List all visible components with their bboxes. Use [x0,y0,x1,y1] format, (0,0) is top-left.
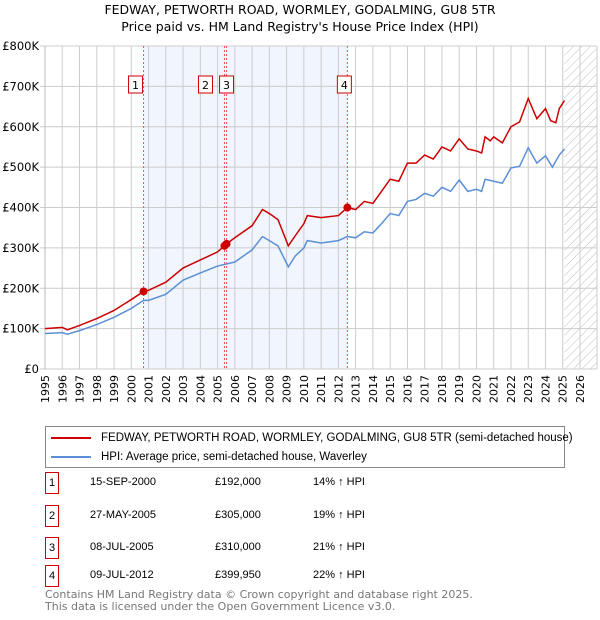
transaction-hpi-diff: 19% ↑ HPI [313,509,365,521]
x-tick-label: 2025 [557,375,570,403]
x-tick-label: 2020 [470,375,483,403]
transaction-date: 27-MAY-2005 [90,509,157,521]
x-tick-label: 2016 [401,375,414,403]
y-tick-label: £500K [2,160,39,174]
x-tick-label: 1996 [56,375,69,403]
sale-label-box [128,75,144,94]
transaction-date: 09-JUL-2012 [90,569,154,581]
chart-title: FEDWAY, PETWORTH ROAD, WORMLEY, GODALMIN… [104,2,496,17]
y-tick-label: £300K [2,241,39,255]
x-tick-label: 1999 [108,375,121,403]
sale-label-box [219,75,235,94]
x-tick-label: 2013 [350,375,363,403]
x-tick-label: 2001 [143,375,156,403]
x-tick-label: 2017 [419,375,432,403]
property-price-line [44,96,566,331]
x-tick-label: 2007 [246,375,259,403]
x-tick-label: 2008 [263,375,276,403]
x-tick-label: 2009 [281,375,294,403]
sale-point [139,287,148,296]
y-tick-label: £800K [2,39,39,53]
y-tick-label: £0 [24,362,39,376]
footer-licence: This data is licensed under the Open Gov… [45,600,396,613]
x-tick-label: 2024 [539,375,552,403]
y-tick-label: £100K [2,322,39,336]
legend-swatch-property [51,437,91,439]
sale-point [222,239,231,248]
hpi-line [44,146,566,336]
footer-copyright: Contains HM Land Registry data © Crown c… [45,588,473,601]
legend: FEDWAY, PETWORTH ROAD, WORMLEY, GODALMIN… [45,426,573,468]
transaction-row: 2 27-MAY-2005 £305,000 19% ↑ HPI [45,505,545,527]
transaction-date: 08-JUL-2005 [90,541,154,553]
transaction-price: £310,000 [215,541,261,553]
transaction-number: 2 [45,505,59,527]
x-tick-label: 2015 [384,375,397,403]
x-tick-label: 1995 [39,375,52,403]
transaction-price: £305,000 [215,509,261,521]
x-tick-label: 2004 [194,375,207,403]
x-tick-label: 2018 [436,375,449,403]
x-tick-label: 2023 [522,375,535,403]
x-tick-label: 2010 [298,375,311,403]
y-tick-label: £600K [2,120,39,134]
x-tick-label: 2022 [505,375,518,403]
y-tick-label: £400K [2,201,39,215]
x-tick-label: 2011 [315,375,328,403]
transaction-row: 3 08-JUL-2005 £310,000 21% ↑ HPI [45,537,545,559]
x-tick-label: 2005 [212,375,225,403]
sale-label: 3 [223,79,230,92]
sale-point [343,203,352,212]
x-tick-label: 2006 [229,375,242,403]
x-tick-label: 2021 [488,375,501,403]
x-tick-label: 2002 [160,375,173,403]
transaction-number: 3 [45,537,59,559]
transaction-date: 15-SEP-2000 [90,476,157,488]
sale-label-box [197,75,213,94]
legend-item-property: FEDWAY, PETWORTH ROAD, WORMLEY, GODALMIN… [46,429,573,447]
chart-subtitle: Price paid vs. HM Land Registry's House … [121,19,479,34]
sale-label: 1 [132,79,139,92]
transaction-hpi-diff: 22% ↑ HPI [313,569,365,581]
x-tick-label: 1997 [74,375,87,403]
x-tick-label: 2003 [177,375,190,403]
x-tick-label: 1998 [91,375,104,403]
price-chart: 1995 1996 1997 1998 1999 2000 2001 2002 2003 2004… [2,39,598,403]
transaction-row: 1 15-SEP-2000 £192,000 14% ↑ HPI [45,472,545,494]
transaction-hpi-diff: 21% ↑ HPI [313,541,365,553]
x-tick-label: 2000 [125,375,138,403]
sale-label: 2 [202,79,209,92]
legend-swatch-hpi [51,456,91,458]
y-tick-label: £200K [2,281,39,295]
legend-item-hpi: HPI: Average price, semi-detached house,… [46,448,367,466]
transaction-price: £192,000 [215,476,261,488]
y-tick-label: £700K [2,79,39,93]
sale-label: 4 [341,79,348,92]
x-tick-label: 2012 [332,375,345,403]
sale-label-box [336,75,352,94]
legend-label-property: FEDWAY, PETWORTH ROAD, WORMLEY, GODALMIN… [101,432,573,444]
transaction-row: 4 09-JUL-2012 £399,950 22% ↑ HPI [45,565,545,587]
legend-label-hpi: HPI: Average price, semi-detached house,… [101,451,367,463]
x-tick-label: 2019 [453,375,466,403]
x-tick-label: 2026 [574,375,587,403]
x-tick-label: 2014 [367,375,380,403]
transaction-number: 4 [45,565,59,587]
transaction-hpi-diff: 14% ↑ HPI [313,476,365,488]
transaction-price: £399,950 [215,569,261,581]
transaction-number: 1 [45,472,59,494]
